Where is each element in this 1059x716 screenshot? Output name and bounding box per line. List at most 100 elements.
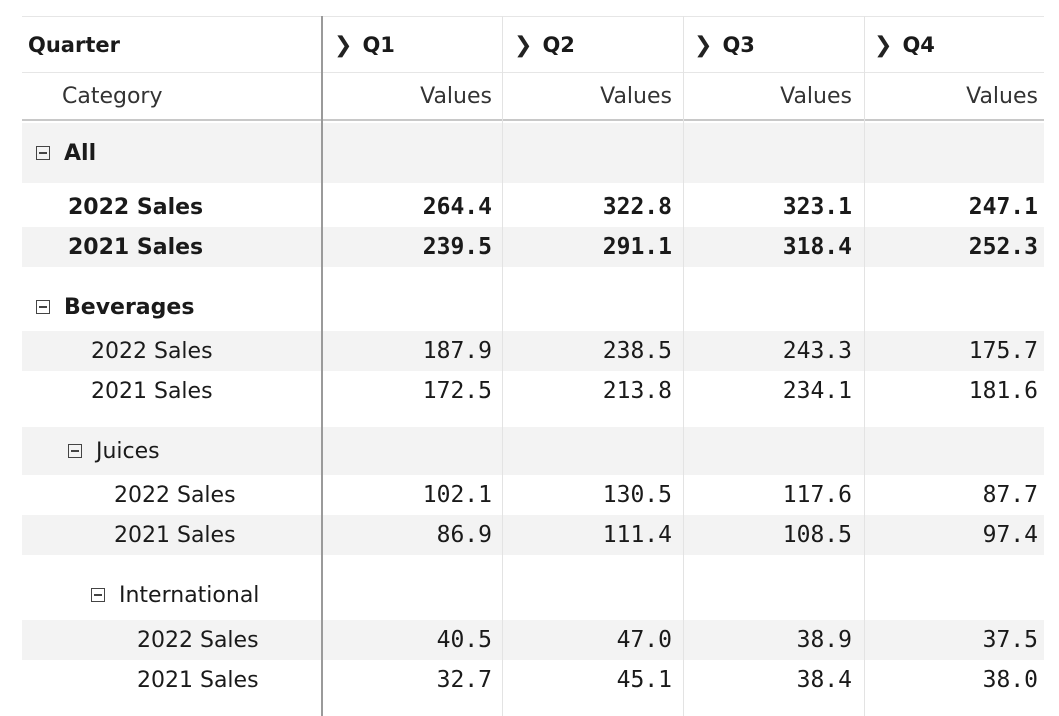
header-bottom-border [22,119,1044,121]
value-cell-q2: 238.5 [602,338,672,364]
header-row-quarter: Quarter ❯ Q1 ❯ Q2 ❯ Q3 ❯ Q4 [22,18,1044,72]
column-divider [864,16,865,716]
collapse-icon[interactable] [36,300,50,314]
table-row: 2022 Sales 102.1 130.5 117.6 87.7 [22,475,1044,515]
row-label: International [119,582,260,608]
table-row: 2021 Sales 239.5 291.1 318.4 252.3 [22,227,1044,267]
header-values-q3: Values [780,83,852,109]
collapse-icon[interactable] [91,588,105,602]
group-label-cell[interactable]: Beverages [36,282,312,332]
row-label: 2021 Sales [114,522,236,548]
value-cell-q3: 108.5 [782,522,852,548]
value-cell-q3: 243.3 [782,338,852,364]
value-cell-q2: 130.5 [602,482,672,508]
value-cell-q1: 102.1 [422,482,492,508]
value-cell-q2: 291.1 [602,234,672,260]
row-label-cell: 2022 Sales [91,331,312,371]
row-label: 2022 Sales [68,194,204,220]
row-label-cell: 2021 Sales [68,227,312,267]
header-q4-label: Q4 [902,33,935,57]
value-cell-q4: 97.4 [982,522,1038,548]
row-label: 2021 Sales [91,378,213,404]
row-label: 2022 Sales [137,627,259,653]
table-row: 2021 Sales 172.5 213.8 234.1 181.6 [22,371,1044,411]
header-values-q4: Values [966,83,1038,109]
table-row: 2021 Sales 32.7 45.1 38.4 38.0 [22,660,1044,700]
value-cell-q3: 38.9 [796,627,852,653]
chevron-right-icon[interactable]: ❯ [874,32,893,58]
value-cell-q4: 181.6 [968,378,1038,404]
group-row: International [22,571,1044,619]
header-quarter-label: Quarter [28,33,120,57]
header-q3[interactable]: ❯ Q3 [688,18,868,72]
row-label: Beverages [64,294,195,320]
value-cell-q1: 264.4 [422,194,492,220]
row-label: 2022 Sales [114,482,236,508]
header-q1-label: Q1 [362,33,395,57]
chevron-right-icon[interactable]: ❯ [334,32,353,58]
value-cell-q1: 187.9 [422,338,492,364]
table-row: 2022 Sales 40.5 47.0 38.9 37.5 [22,620,1044,660]
row-label-cell: 2022 Sales [68,187,312,227]
value-cell-q2: 47.0 [616,627,672,653]
group-label-cell[interactable]: International [91,571,312,619]
column-divider [683,16,684,716]
value-cell-q2: 111.4 [602,522,672,548]
header-category-label: Category [62,83,163,109]
row-header-divider [321,16,323,716]
group-row: Juices [22,427,1044,475]
header-values-q1: Values [420,83,492,109]
value-cell-q3: 38.4 [796,667,852,693]
value-cell-q4: 37.5 [982,627,1038,653]
chevron-right-icon[interactable]: ❯ [514,32,533,58]
value-cell-q3: 234.1 [782,378,852,404]
value-cell-q4: 247.1 [968,194,1038,220]
header-top-border [22,16,1044,17]
row-label-cell: 2022 Sales [137,620,312,660]
table-row: 2022 Sales 264.4 322.8 323.1 247.1 [22,187,1044,227]
value-cell-q1: 86.9 [436,522,492,548]
value-cell-q2: 322.8 [602,194,672,220]
row-label: All [64,140,97,166]
row-label: Juices [96,438,160,464]
group-row: Beverages [22,282,1044,332]
value-cell-q4: 87.7 [982,482,1038,508]
value-cell-q2: 45.1 [616,667,672,693]
value-cell-q2: 213.8 [602,378,672,404]
group-label-cell[interactable]: Juices [68,427,312,475]
header-values-q2: Values [600,83,672,109]
value-cell-q4: 38.0 [982,667,1038,693]
value-cell-q1: 172.5 [422,378,492,404]
header-q1[interactable]: ❯ Q1 [328,18,508,72]
row-label: 2022 Sales [91,338,213,364]
table-row: 2021 Sales 86.9 111.4 108.5 97.4 [22,515,1044,555]
row-label-cell: 2022 Sales [114,475,312,515]
group-label-cell[interactable]: All [36,123,312,183]
collapse-icon[interactable] [68,444,82,458]
header-row-category: Category Values Values Values Values [22,73,1044,119]
value-cell-q3: 117.6 [782,482,852,508]
value-cell-q4: 175.7 [968,338,1038,364]
row-label-cell: 2021 Sales [114,515,312,555]
group-row: All [22,123,1044,183]
row-label: 2021 Sales [137,667,259,693]
value-cell-q3: 323.1 [782,194,852,220]
collapse-icon[interactable] [36,146,50,160]
table-row: 2022 Sales 187.9 238.5 243.3 175.7 [22,331,1044,371]
header-q3-label: Q3 [722,33,755,57]
row-label-cell: 2021 Sales [91,371,312,411]
header-q2[interactable]: ❯ Q2 [508,18,688,72]
header-divider [22,72,1044,73]
row-label-cell: 2021 Sales [137,660,312,700]
value-cell-q1: 40.5 [436,627,492,653]
value-cell-q4: 252.3 [968,234,1038,260]
value-cell-q1: 32.7 [436,667,492,693]
chevron-right-icon[interactable]: ❯ [694,32,713,58]
value-cell-q3: 318.4 [782,234,852,260]
row-label: 2021 Sales [68,234,204,260]
header-q4[interactable]: ❯ Q4 [868,18,1044,72]
column-divider [502,16,503,716]
value-cell-q1: 239.5 [422,234,492,260]
header-q2-label: Q2 [542,33,575,57]
